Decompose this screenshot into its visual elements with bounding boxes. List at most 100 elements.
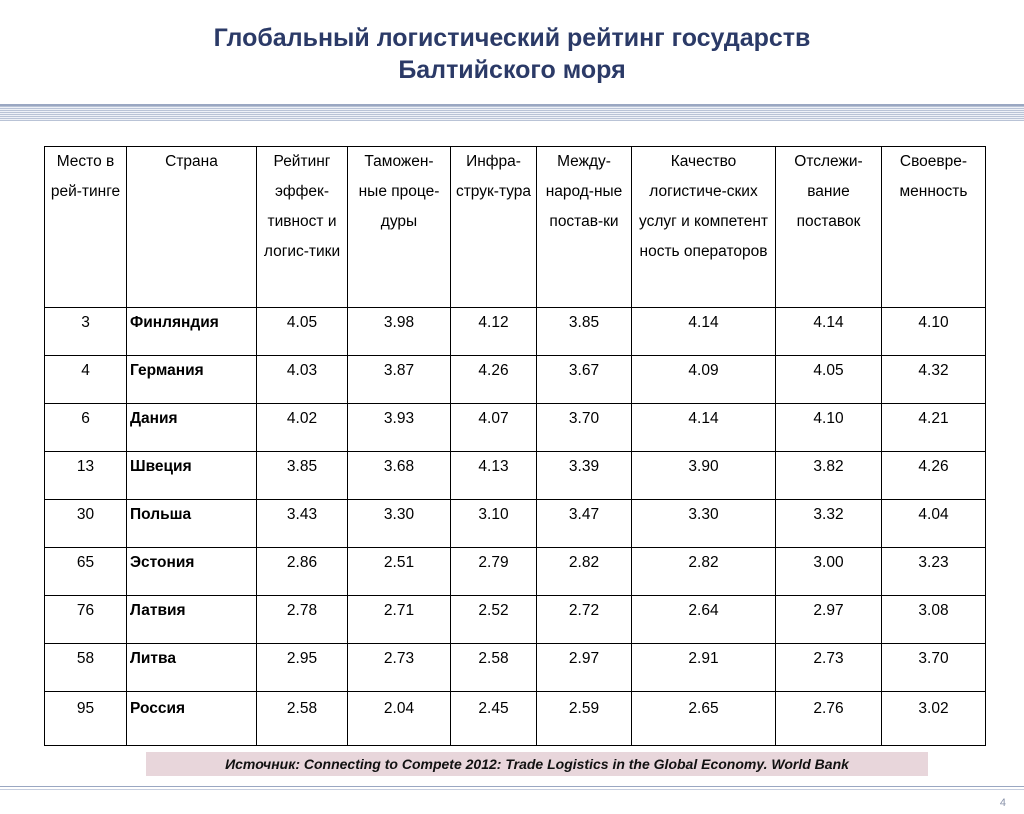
cell-lpi: 4.05 <box>256 307 348 356</box>
header-infrastructure: Инфра-струк-тура <box>450 146 537 308</box>
cell-infrastructure: 2.58 <box>450 643 537 692</box>
cell-logistics-quality: 3.30 <box>631 499 776 548</box>
table-row: 65 Эстония 2.86 2.51 2.79 2.82 2.82 3.00 3.23 <box>44 547 986 596</box>
cell-intl-shipments: 3.70 <box>536 403 632 452</box>
cell-rank: 6 <box>44 403 127 452</box>
source-note: Источник: Connecting to Compete 2012: Tr… <box>146 752 928 776</box>
table-row: 6 Дания 4.02 3.93 4.07 3.70 4.14 4.10 4.21 <box>44 403 986 452</box>
cell-intl-shipments: 3.39 <box>536 451 632 500</box>
header-logistics-quality: Качество логистиче-ских услуг и компетен… <box>631 146 776 308</box>
cell-customs: 3.98 <box>347 307 451 356</box>
cell-timeliness: 4.04 <box>881 499 986 548</box>
cell-logistics-quality: 2.64 <box>631 595 776 644</box>
cell-tracking: 2.73 <box>775 643 882 692</box>
cell-rank: 65 <box>44 547 127 596</box>
cell-customs: 2.04 <box>347 691 451 746</box>
cell-tracking: 3.32 <box>775 499 882 548</box>
cell-customs: 3.30 <box>347 499 451 548</box>
cell-intl-shipments: 3.85 <box>536 307 632 356</box>
cell-timeliness: 4.10 <box>881 307 986 356</box>
cell-lpi: 4.02 <box>256 403 348 452</box>
cell-lpi: 4.03 <box>256 355 348 404</box>
cell-tracking: 2.76 <box>775 691 882 746</box>
cell-lpi: 2.86 <box>256 547 348 596</box>
page-number: 4 <box>999 797 1006 809</box>
cell-rank: 4 <box>44 355 127 404</box>
footer-divider <box>0 786 1024 790</box>
cell-tracking: 2.97 <box>775 595 882 644</box>
cell-country: Дания <box>126 403 257 452</box>
table-row: 30 Польша 3.43 3.30 3.10 3.47 3.30 3.32 4.04 <box>44 499 986 548</box>
cell-infrastructure: 4.07 <box>450 403 537 452</box>
table-row: 13 Швеция 3.85 3.68 4.13 3.39 3.90 3.82 4.26 <box>44 451 986 500</box>
cell-intl-shipments: 3.47 <box>536 499 632 548</box>
cell-customs: 3.87 <box>347 355 451 404</box>
cell-infrastructure: 2.79 <box>450 547 537 596</box>
cell-intl-shipments: 2.59 <box>536 691 632 746</box>
cell-rank: 30 <box>44 499 127 548</box>
cell-timeliness: 3.02 <box>881 691 986 746</box>
cell-logistics-quality: 2.82 <box>631 547 776 596</box>
cell-logistics-quality: 2.65 <box>631 691 776 746</box>
cell-country: Латвия <box>126 595 257 644</box>
cell-infrastructure: 3.10 <box>450 499 537 548</box>
cell-lpi: 2.58 <box>256 691 348 746</box>
cell-rank: 95 <box>44 691 127 746</box>
cell-logistics-quality: 3.90 <box>631 451 776 500</box>
cell-logistics-quality: 4.14 <box>631 403 776 452</box>
cell-timeliness: 3.70 <box>881 643 986 692</box>
cell-intl-shipments: 2.72 <box>536 595 632 644</box>
cell-rank: 13 <box>44 451 127 500</box>
cell-lpi: 3.85 <box>256 451 348 500</box>
cell-country: Швеция <box>126 451 257 500</box>
cell-country: Литва <box>126 643 257 692</box>
title-divider <box>0 104 1024 121</box>
cell-timeliness: 3.08 <box>881 595 986 644</box>
cell-customs: 3.68 <box>347 451 451 500</box>
cell-lpi: 2.78 <box>256 595 348 644</box>
cell-country: Россия <box>126 691 257 746</box>
cell-tracking: 4.05 <box>775 355 882 404</box>
cell-intl-shipments: 3.67 <box>536 355 632 404</box>
cell-tracking: 3.82 <box>775 451 882 500</box>
title-line-1: Глобальный логистический рейтинг государ… <box>213 24 811 52</box>
cell-country: Финляндия <box>126 307 257 356</box>
cell-infrastructure: 4.12 <box>450 307 537 356</box>
title-line-2: Балтийского моря <box>398 56 626 84</box>
cell-logistics-quality: 2.91 <box>631 643 776 692</box>
cell-tracking: 4.14 <box>775 307 882 356</box>
table-header-row: Место в рей-тинге Страна Рейтинг эффек-т… <box>44 146 986 308</box>
cell-customs: 2.51 <box>347 547 451 596</box>
cell-country: Польша <box>126 499 257 548</box>
cell-customs: 3.93 <box>347 403 451 452</box>
cell-rank: 3 <box>44 307 127 356</box>
table-row: 76 Латвия 2.78 2.71 2.52 2.72 2.64 2.97 3.08 <box>44 595 986 644</box>
table-body: 3 Финляндия 4.05 3.98 4.12 3.85 4.14 4.14 4.10 4 Г… <box>44 307 986 746</box>
cell-lpi: 2.95 <box>256 643 348 692</box>
header-customs: Таможен-ные проце-дуры <box>347 146 451 308</box>
cell-lpi: 3.43 <box>256 499 348 548</box>
cell-country: Эстония <box>126 547 257 596</box>
cell-timeliness: 4.21 <box>881 403 986 452</box>
cell-timeliness: 4.32 <box>881 355 986 404</box>
cell-tracking: 3.00 <box>775 547 882 596</box>
table-row: 3 Финляндия 4.05 3.98 4.12 3.85 4.14 4.14 4.10 <box>44 307 986 356</box>
cell-tracking: 4.10 <box>775 403 882 452</box>
cell-timeliness: 3.23 <box>881 547 986 596</box>
header-timeliness: Своевре-менность <box>881 146 986 308</box>
cell-logistics-quality: 4.09 <box>631 355 776 404</box>
cell-rank: 58 <box>44 643 127 692</box>
cell-intl-shipments: 2.82 <box>536 547 632 596</box>
header-intl-shipments: Между-народ-ные постав-ки <box>536 146 632 308</box>
header-rank: Место в рей-тинге <box>44 146 127 308</box>
table-row: 95 Россия 2.58 2.04 2.45 2.59 2.65 2.76 3.02 <box>44 691 986 746</box>
cell-logistics-quality: 4.14 <box>631 307 776 356</box>
cell-intl-shipments: 2.97 <box>536 643 632 692</box>
slide-title: Глобальный логистический рейтинг государ… <box>0 22 1024 86</box>
header-tracking: Отслежи-вание поставок <box>775 146 882 308</box>
cell-infrastructure: 4.26 <box>450 355 537 404</box>
cell-infrastructure: 2.52 <box>450 595 537 644</box>
cell-timeliness: 4.26 <box>881 451 986 500</box>
table-row: 4 Германия 4.03 3.87 4.26 3.67 4.09 4.05 4.32 <box>44 355 986 404</box>
cell-infrastructure: 4.13 <box>450 451 537 500</box>
